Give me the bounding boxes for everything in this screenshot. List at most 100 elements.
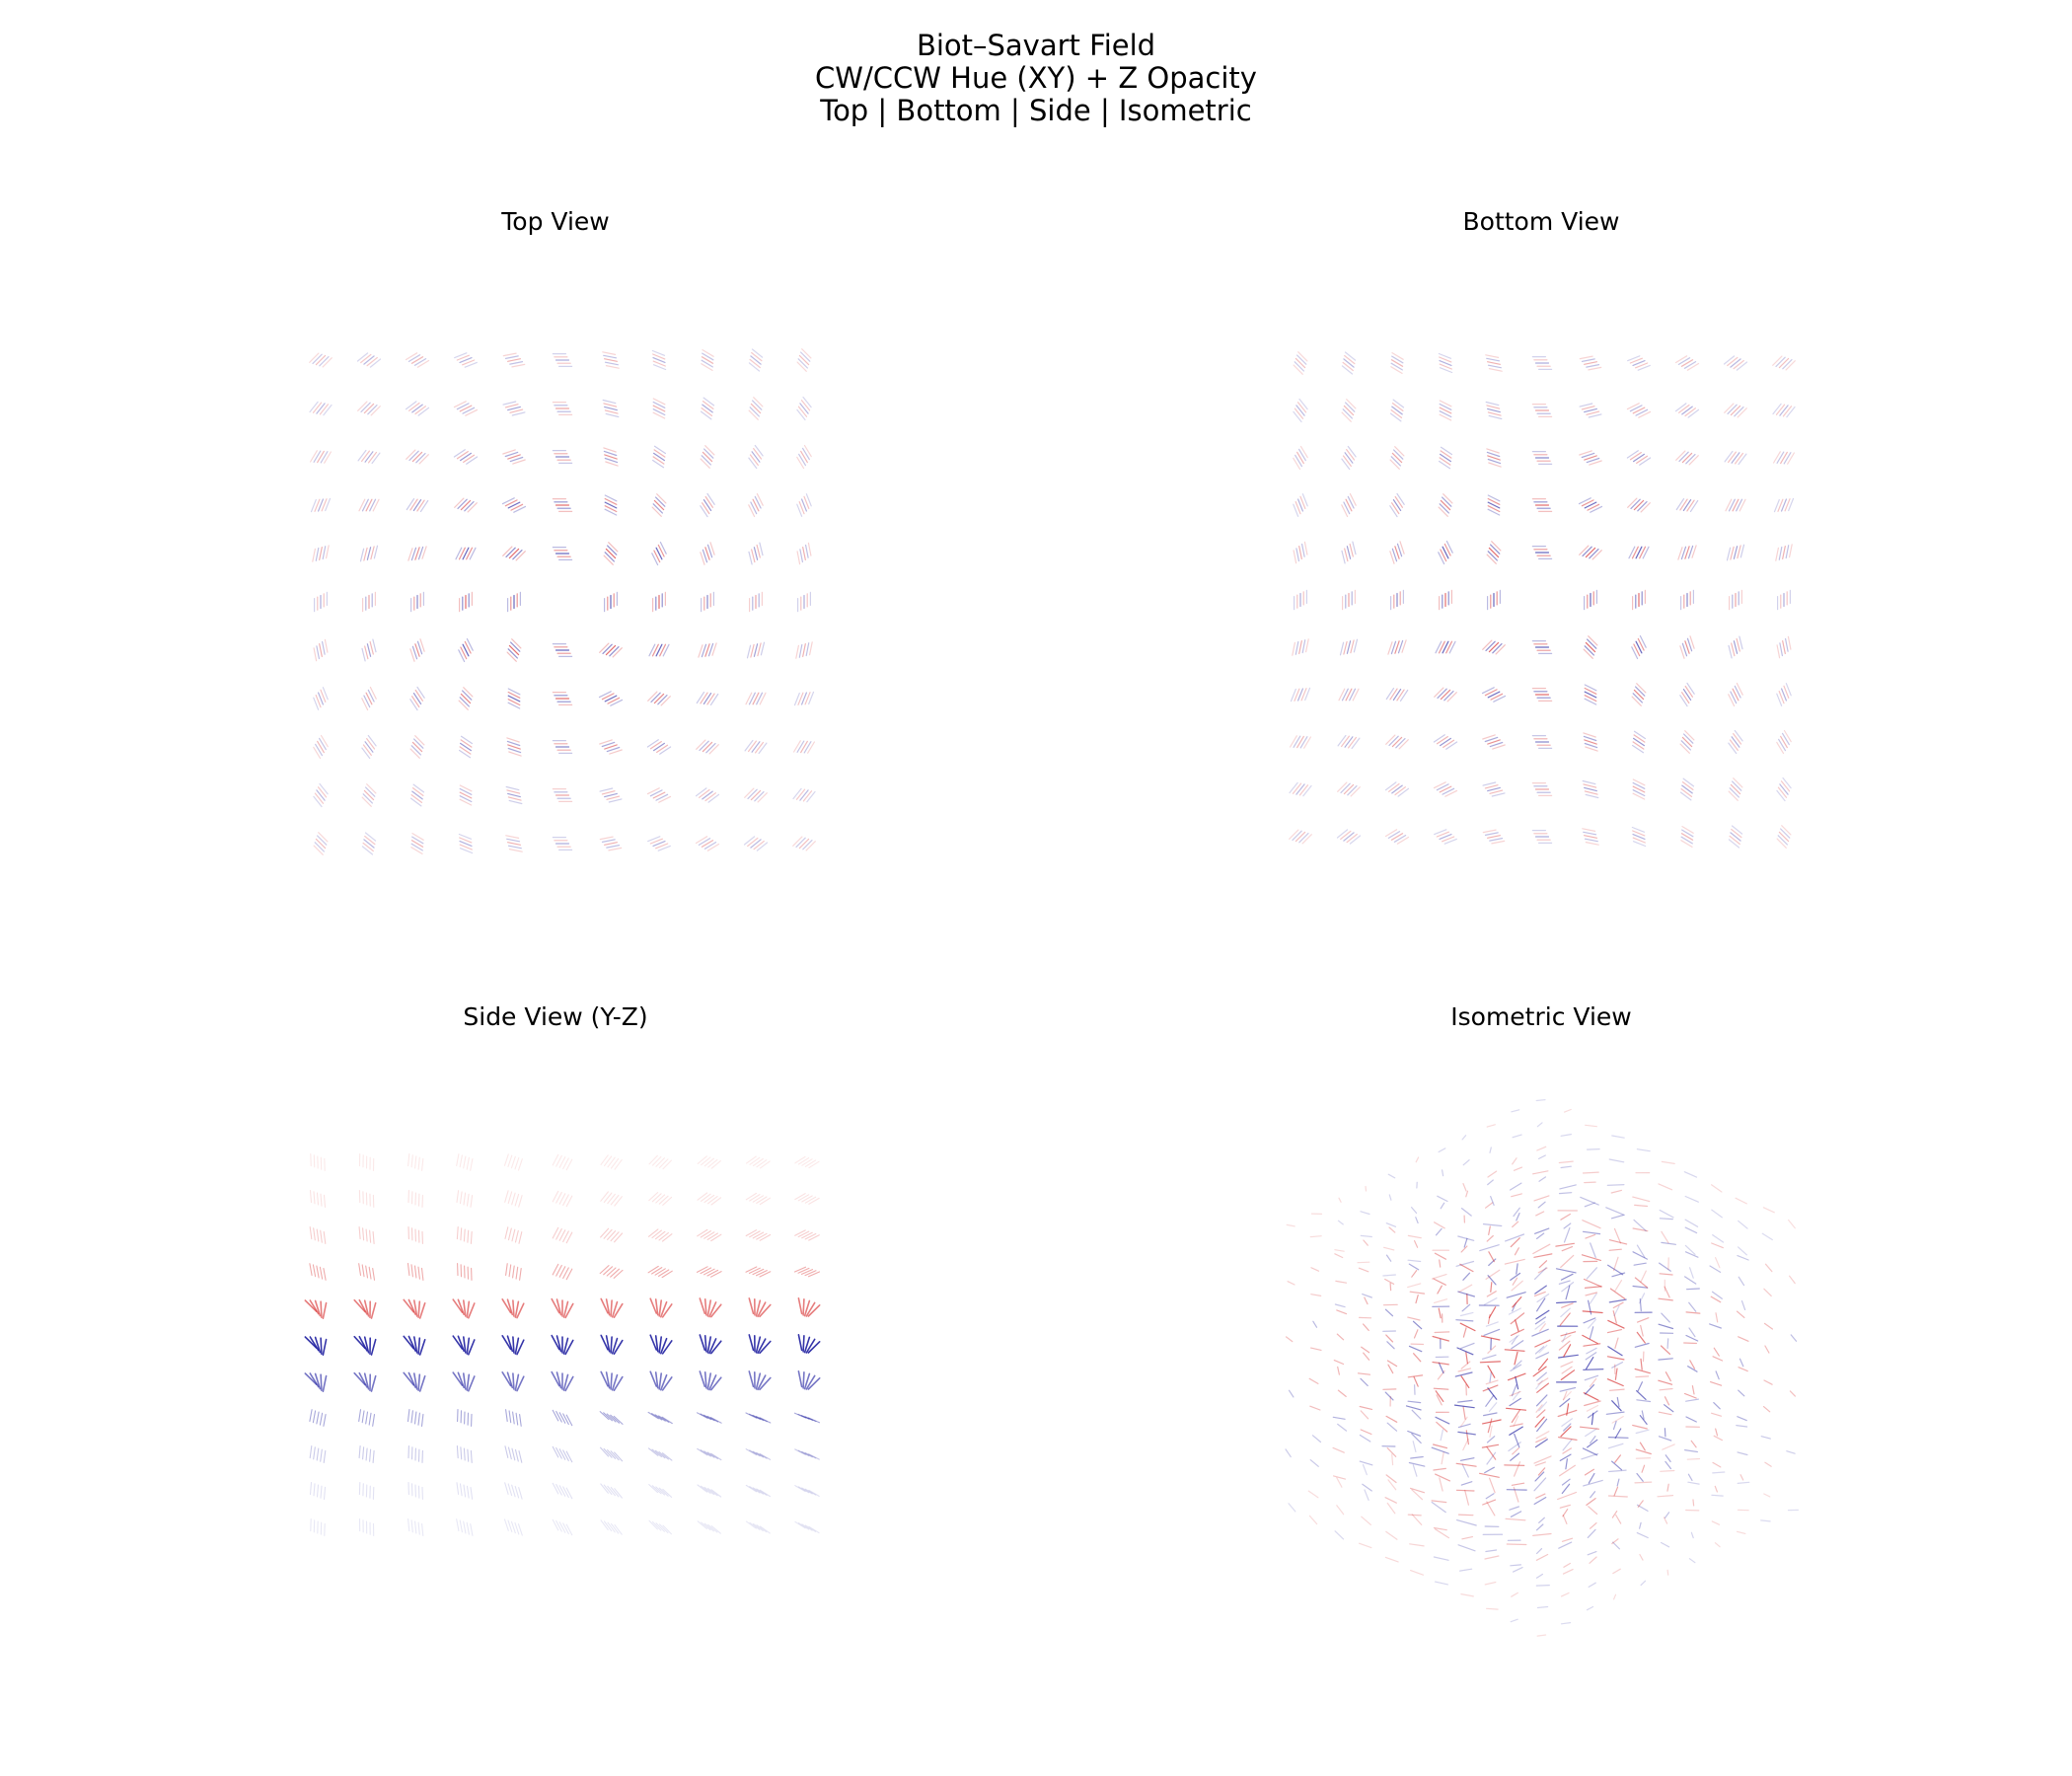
field-arrow xyxy=(320,1448,323,1462)
field-arrow xyxy=(601,693,615,701)
field-arrow xyxy=(752,498,760,512)
field-arrow xyxy=(701,643,707,658)
field-arrow xyxy=(1487,364,1502,369)
field-arrow xyxy=(802,1335,805,1353)
field-arrow xyxy=(606,1413,617,1423)
field-arrow xyxy=(1679,645,1685,659)
field-arrow xyxy=(1662,1443,1675,1450)
field-arrow xyxy=(1394,640,1400,654)
field-arrow xyxy=(1433,1467,1446,1471)
field-arrow xyxy=(416,499,425,512)
field-arrow xyxy=(704,445,715,456)
field-arrow xyxy=(1358,1267,1369,1273)
field-arrow xyxy=(796,740,805,753)
field-arrow xyxy=(1731,780,1742,791)
field-arrow xyxy=(657,845,671,851)
field-arrow xyxy=(1728,790,1739,801)
field-arrow xyxy=(466,1300,471,1318)
field-arrow xyxy=(605,1335,611,1353)
field-arrow xyxy=(453,401,467,408)
field-arrow xyxy=(1511,1591,1518,1597)
field-arrow xyxy=(1581,499,1594,507)
field-arrow xyxy=(1586,410,1600,415)
field-arrow xyxy=(372,1267,376,1281)
field-arrow xyxy=(797,1157,810,1165)
field-arrow xyxy=(706,693,715,705)
field-arrow xyxy=(1675,450,1686,461)
field-arrow xyxy=(658,1487,669,1497)
field-arrow xyxy=(1585,1292,1598,1296)
field-arrow xyxy=(514,1521,520,1535)
field-arrow xyxy=(1363,1239,1369,1246)
field-arrow xyxy=(1781,825,1792,836)
field-arrow xyxy=(413,358,427,366)
field-arrow xyxy=(745,1448,758,1456)
field-arrow xyxy=(1589,1556,1597,1564)
field-arrow xyxy=(1680,840,1693,849)
field-arrow xyxy=(710,1197,722,1206)
field-arrow xyxy=(1292,830,1302,842)
field-arrow xyxy=(610,1522,620,1534)
field-arrow xyxy=(462,407,476,414)
field-arrow xyxy=(1488,641,1500,653)
field-arrow xyxy=(1584,1383,1595,1395)
field-arrow xyxy=(607,1521,616,1533)
field-arrow xyxy=(1351,737,1361,750)
field-arrow xyxy=(1605,1207,1625,1217)
field-arrow xyxy=(363,403,375,414)
field-arrow xyxy=(648,1192,659,1202)
field-arrow xyxy=(552,1482,559,1495)
field-arrow xyxy=(1711,1291,1723,1299)
field-arrow xyxy=(1639,634,1647,648)
field-arrow xyxy=(1504,1258,1525,1265)
field-arrow xyxy=(794,1229,806,1236)
field-arrow xyxy=(803,1336,811,1354)
field-arrow xyxy=(1633,1219,1647,1232)
field-arrow xyxy=(703,1157,714,1167)
field-arrow xyxy=(361,647,366,662)
field-arrow xyxy=(1535,1404,1543,1413)
field-arrow xyxy=(1688,1327,1696,1338)
field-arrow xyxy=(750,501,758,515)
field-arrow xyxy=(1731,452,1740,464)
field-arrow xyxy=(1559,1397,1571,1408)
field-arrow xyxy=(470,1157,474,1171)
field-arrow xyxy=(411,790,423,800)
field-arrow xyxy=(1782,406,1793,417)
field-arrow xyxy=(1733,546,1739,559)
field-arrow xyxy=(1385,1415,1398,1423)
field-arrow xyxy=(1607,1495,1628,1498)
field-arrow xyxy=(651,1485,662,1495)
field-arrow xyxy=(406,449,416,460)
field-arrow xyxy=(1685,454,1696,465)
field-arrow xyxy=(1640,1270,1647,1284)
field-arrow xyxy=(659,1373,668,1391)
field-arrow xyxy=(502,352,517,357)
field-arrow xyxy=(710,1160,721,1169)
field-arrow xyxy=(1359,1460,1373,1466)
field-arrow xyxy=(702,790,713,800)
field-arrow xyxy=(1486,357,1501,362)
field-arrow xyxy=(464,640,472,654)
field-arrow xyxy=(1438,552,1445,565)
field-arrow xyxy=(1609,1288,1626,1299)
field-arrow xyxy=(1438,640,1445,654)
field-arrow xyxy=(1490,1195,1495,1207)
field-arrow xyxy=(614,1451,624,1462)
field-arrow xyxy=(1460,1207,1472,1217)
field-arrow xyxy=(372,1449,375,1463)
field-arrow xyxy=(1344,452,1354,464)
field-arrow xyxy=(649,789,663,797)
field-arrow xyxy=(1632,453,1646,463)
field-arrow xyxy=(1407,1400,1422,1404)
field-arrow xyxy=(657,544,665,557)
field-arrow xyxy=(409,748,420,759)
field-arrow xyxy=(518,1231,523,1244)
field-arrow xyxy=(322,357,333,368)
field-arrow xyxy=(759,1233,772,1241)
field-arrow xyxy=(1332,1446,1345,1453)
field-arrow xyxy=(502,401,517,406)
field-arrow xyxy=(605,1371,611,1389)
field-arrow xyxy=(748,1370,755,1388)
